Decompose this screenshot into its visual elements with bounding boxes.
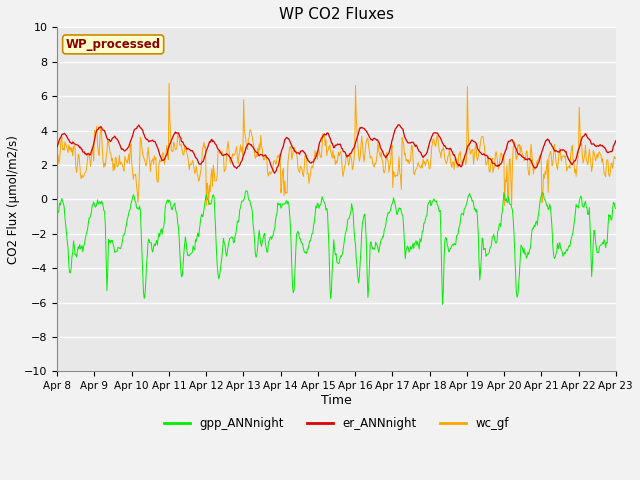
Title: WP CO2 Fluxes: WP CO2 Fluxes [279,7,394,22]
Text: WP_processed: WP_processed [65,38,161,51]
Legend: gpp_ANNnight, er_ANNnight, wc_gf: gpp_ANNnight, er_ANNnight, wc_gf [159,412,514,434]
Y-axis label: CO2 Flux (μmol/m2/s): CO2 Flux (μmol/m2/s) [7,135,20,264]
X-axis label: Time: Time [321,394,352,407]
